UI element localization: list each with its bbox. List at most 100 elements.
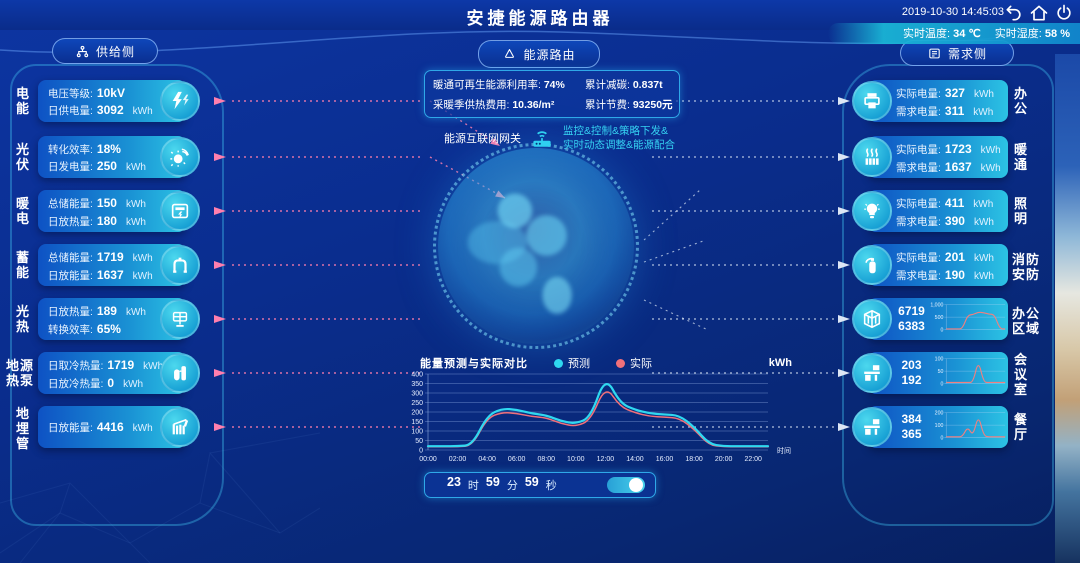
storage-icon	[160, 245, 200, 285]
router-icon	[533, 131, 551, 147]
energy-router-button[interactable]: 能源路由	[478, 40, 600, 68]
supply-card-heat-pump[interactable]: 日取冷热量: 1719 kWh 日放冷热量: 0 kWh	[38, 352, 200, 394]
stat-value: 1637	[944, 160, 972, 174]
timer-toggle[interactable]	[607, 477, 645, 493]
supply-card-buried-pipe[interactable]: 日放能量: 4416 kWh	[38, 406, 200, 448]
svg-text:50: 50	[415, 438, 423, 445]
globe-visualization	[433, 143, 639, 349]
home-icon[interactable]	[1029, 3, 1049, 23]
svg-text:18:00: 18:00	[685, 456, 703, 463]
stat-label: 需求电量:	[896, 106, 941, 118]
stat-value: 1637	[96, 268, 124, 282]
stat-value: 18%	[96, 142, 121, 156]
temperature-value: 34 ℃	[953, 28, 981, 40]
stat-label: 累计节费:	[585, 98, 630, 111]
timer-hours: 23	[447, 475, 461, 489]
stat-unit: kWh	[973, 199, 994, 210]
supply-label-heat-pump: 地源热泵	[6, 358, 35, 388]
demand-card-lighting[interactable]: 实际电量: 411 kWh 需求电量: 390 kWh	[852, 190, 1008, 232]
solar-panel-icon	[160, 299, 200, 339]
stat-value: 10.36/m²	[512, 98, 555, 111]
supply-card-electric[interactable]: 电压等级: 10kV 日供电量: 3092 kWh	[38, 80, 200, 122]
supply-card-storage[interactable]: 总储能量: 1719 kWh 日放能量: 1637 kWh	[38, 244, 200, 286]
svg-text:350: 350	[411, 381, 423, 388]
stat-value: 0	[107, 376, 115, 390]
demand-card-office-area[interactable]: 6719 6383 1,000 500 0	[852, 298, 1008, 340]
stat-label: 总储能量:	[48, 252, 93, 264]
stat-label: 需求电量:	[896, 162, 941, 174]
demand-card-fire-security[interactable]: 实际电量: 201 kWh 需求电量: 190 kWh	[852, 244, 1008, 286]
stat-unit: kWh	[143, 361, 164, 372]
sun-icon	[160, 137, 200, 177]
stat-value: 0.837t	[632, 78, 663, 91]
power-icon[interactable]	[1054, 3, 1074, 23]
timer-minutes-unit: 分	[506, 480, 518, 492]
supply-card-heat-electric[interactable]: 总储能量: 150 kWh 日放热量: 180 kWh	[38, 190, 200, 232]
meter-icon	[160, 191, 200, 231]
actual-dot	[616, 358, 625, 368]
stat-label: 需求电量:	[896, 270, 941, 282]
office-area-sparkline: 1,000 500 0	[930, 303, 1006, 333]
gateway-row: 能源互联网网关 监控&控制&策略下发& 实时动态调整&能源配合	[444, 124, 675, 152]
stat-label: 实际电量:	[896, 198, 941, 210]
pipes-icon	[160, 407, 200, 447]
desk-icon	[852, 407, 892, 447]
stat-label: 转换效率:	[48, 324, 93, 336]
printer-icon	[852, 81, 892, 121]
svg-text:时间: 时间	[777, 446, 791, 455]
demand-value: 365	[901, 427, 922, 441]
actual-value: 6719	[898, 304, 925, 318]
supply-side-button[interactable]: 供给侧	[52, 38, 158, 64]
heat-pump-icon	[160, 353, 200, 393]
humidity-label: 实时湿度:	[994, 28, 1042, 40]
chart-header: 能量预测与实际对比 预测 实际 kWh	[420, 355, 792, 371]
stat-label: 日放能量:	[48, 270, 93, 282]
demand-panel-border	[842, 64, 1054, 526]
energy-router-label: 能源路由	[523, 47, 576, 62]
demand-label-fire-security: 消防安防	[1012, 252, 1041, 282]
stat-unit: kWh	[980, 145, 1001, 156]
demand-card-meeting-room[interactable]: 203 192 100 50 0	[852, 352, 1008, 394]
stat-label: 日供电量:	[48, 105, 93, 117]
timer-hours-unit: 时	[467, 480, 479, 492]
stat-unit: kWh	[123, 379, 144, 390]
stat-value: 201	[944, 250, 965, 264]
legend-actual[interactable]: 实际	[616, 355, 652, 371]
supply-card-pv[interactable]: 转化效率: 18% 日发电量: 250 kWh	[38, 136, 200, 178]
stat-value: 93250元	[632, 98, 673, 111]
radiator-icon	[852, 137, 892, 177]
undo-icon[interactable]	[1004, 3, 1024, 23]
svg-text:10:00: 10:00	[567, 456, 585, 463]
svg-text:0: 0	[419, 448, 423, 455]
demand-label-hvac: 暖通	[1014, 142, 1029, 172]
demand-card-restaurant[interactable]: 384 365 200 100 0	[852, 406, 1008, 448]
svg-text:250: 250	[411, 400, 423, 407]
stat-label: 转化效率:	[48, 144, 93, 156]
demand-card-office[interactable]: 实际电量: 327 kWh 需求电量: 311 kWh	[852, 80, 1008, 122]
stat-label: 日放冷热量:	[48, 378, 104, 390]
demand-value: 192	[901, 373, 922, 387]
demand-label-meeting-room: 会议室	[1014, 352, 1029, 397]
supply-card-solar-thermal[interactable]: 日放热量: 189 kWh 转换效率: 65%	[38, 298, 200, 340]
countdown-timer: 23 时 59 分 59 秒	[424, 472, 656, 498]
demand-card-hvac[interactable]: 实际电量: 1723 kWh 需求电量: 1637 kWh	[852, 136, 1008, 178]
svg-text:400: 400	[411, 372, 423, 379]
stat-label: 需求电量:	[896, 216, 941, 228]
stat-label: 总储能量:	[48, 198, 93, 210]
timer-minutes: 59	[485, 475, 500, 489]
svg-text:20:00: 20:00	[715, 456, 733, 463]
stat-value: 65%	[96, 322, 121, 336]
summary-stats-box: 暖通可再生能源利用率: 74% 累计减碳: 0.837t 采暖季供热费用: 10…	[424, 70, 680, 118]
stat-unit: kWh	[125, 307, 146, 318]
supply-side-label: 供给侧	[95, 44, 135, 59]
svg-text:0: 0	[940, 381, 943, 387]
supply-label-heat-electric: 暖电	[16, 196, 31, 226]
lightning-icon	[160, 81, 200, 121]
svg-text:100: 100	[411, 429, 423, 436]
gateway-label: 能源互联网网关	[444, 133, 521, 145]
org-chart-icon	[76, 45, 89, 57]
legend-forecast[interactable]: 预测	[554, 355, 590, 371]
stat-unit: kWh	[980, 163, 1001, 174]
stat-value: 180	[96, 214, 117, 228]
forecast-vs-actual-chart: 0 50 100 150 200 250 300 350 400 00:00 02:00 04:00 0…	[411, 372, 791, 464]
